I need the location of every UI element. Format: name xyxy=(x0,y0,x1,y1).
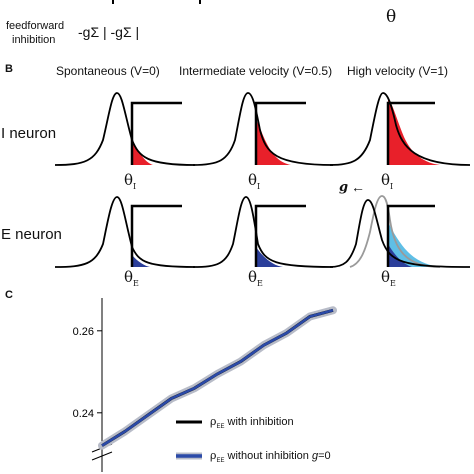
theta-i-label-3: θI xyxy=(381,171,394,191)
y-tick-label: 0.24 xyxy=(73,408,94,420)
i-neuron-high-plot xyxy=(329,92,471,166)
feedforward-label: feedforward inhibition xyxy=(6,20,65,46)
column-title-intermediate: Intermediate velocity (V=0.5) xyxy=(179,64,333,78)
i-spont-gaussian xyxy=(54,92,196,166)
e-neuron-spontaneous-plot xyxy=(54,196,196,268)
theta-e-label-3: θE xyxy=(381,268,396,288)
e-neuron-intermediate-plot xyxy=(192,196,334,268)
column-title-high: High velocity (V=1) xyxy=(347,64,449,78)
e-spont-threshold xyxy=(130,204,182,267)
e-high-threshold xyxy=(386,204,435,267)
column-title-spontaneous: Spontaneous (V=0) xyxy=(56,64,160,78)
i-spont-threshold xyxy=(130,101,182,165)
i-high-gaussian xyxy=(329,92,471,166)
e-mid-blue-area xyxy=(256,247,283,267)
e-high-cyan-area xyxy=(388,222,442,267)
shift-arrow-icon: ← xyxy=(351,179,365,195)
e-mid-gaussian xyxy=(192,196,334,268)
i-high-threshold xyxy=(386,101,435,165)
i-mid-gaussian xyxy=(192,92,334,166)
e-high-gaussian xyxy=(329,199,471,268)
i-mid-red-area xyxy=(256,120,291,165)
panel-c-letter: C xyxy=(5,289,13,301)
i-high-red-area xyxy=(388,97,440,165)
theta-i-label-2: θI xyxy=(248,171,261,191)
panel-b-letter: B xyxy=(5,63,13,75)
theta-e-label-1: θE xyxy=(124,268,139,288)
e-neuron-high-plot xyxy=(329,195,471,268)
i-mid-threshold xyxy=(254,101,306,165)
row-label-i-neuron: I neuron xyxy=(1,125,57,142)
y-tick-label: 0.26 xyxy=(73,326,94,338)
axis-break-2 xyxy=(91,451,113,461)
e-spont-gaussian xyxy=(54,196,196,268)
panel-a-theta: θ xyxy=(386,7,397,27)
e-high-shifted-gaussian xyxy=(349,195,441,268)
row-label-e-neuron: E neuron xyxy=(1,226,62,243)
i-spont-red-area xyxy=(132,140,153,165)
legend-item-without-inhibition: ρEE without inhibition g=0 xyxy=(210,449,331,465)
i-neuron-intermediate-plot xyxy=(192,92,334,166)
series-without-inhibition xyxy=(101,309,334,447)
inhibition-formula: -gΣ | -gΣ | xyxy=(78,24,140,40)
theta-e-label-2: θE xyxy=(248,268,263,288)
legend-swatches xyxy=(176,420,202,460)
e-mid-threshold xyxy=(254,204,306,267)
e-high-blue-area xyxy=(388,244,412,267)
theta-i-label-1: θI xyxy=(124,171,137,191)
panel-c-chart: 0.24 0.26 xyxy=(73,298,337,472)
i-neuron-spontaneous-plot xyxy=(54,92,196,166)
e-spont-blue-area xyxy=(132,255,150,267)
legend-item-with-inhibition: ρEE with inhibition xyxy=(210,415,294,431)
panel-a-cropped-lines xyxy=(112,0,201,4)
shift-g-label: g xyxy=(339,180,349,195)
